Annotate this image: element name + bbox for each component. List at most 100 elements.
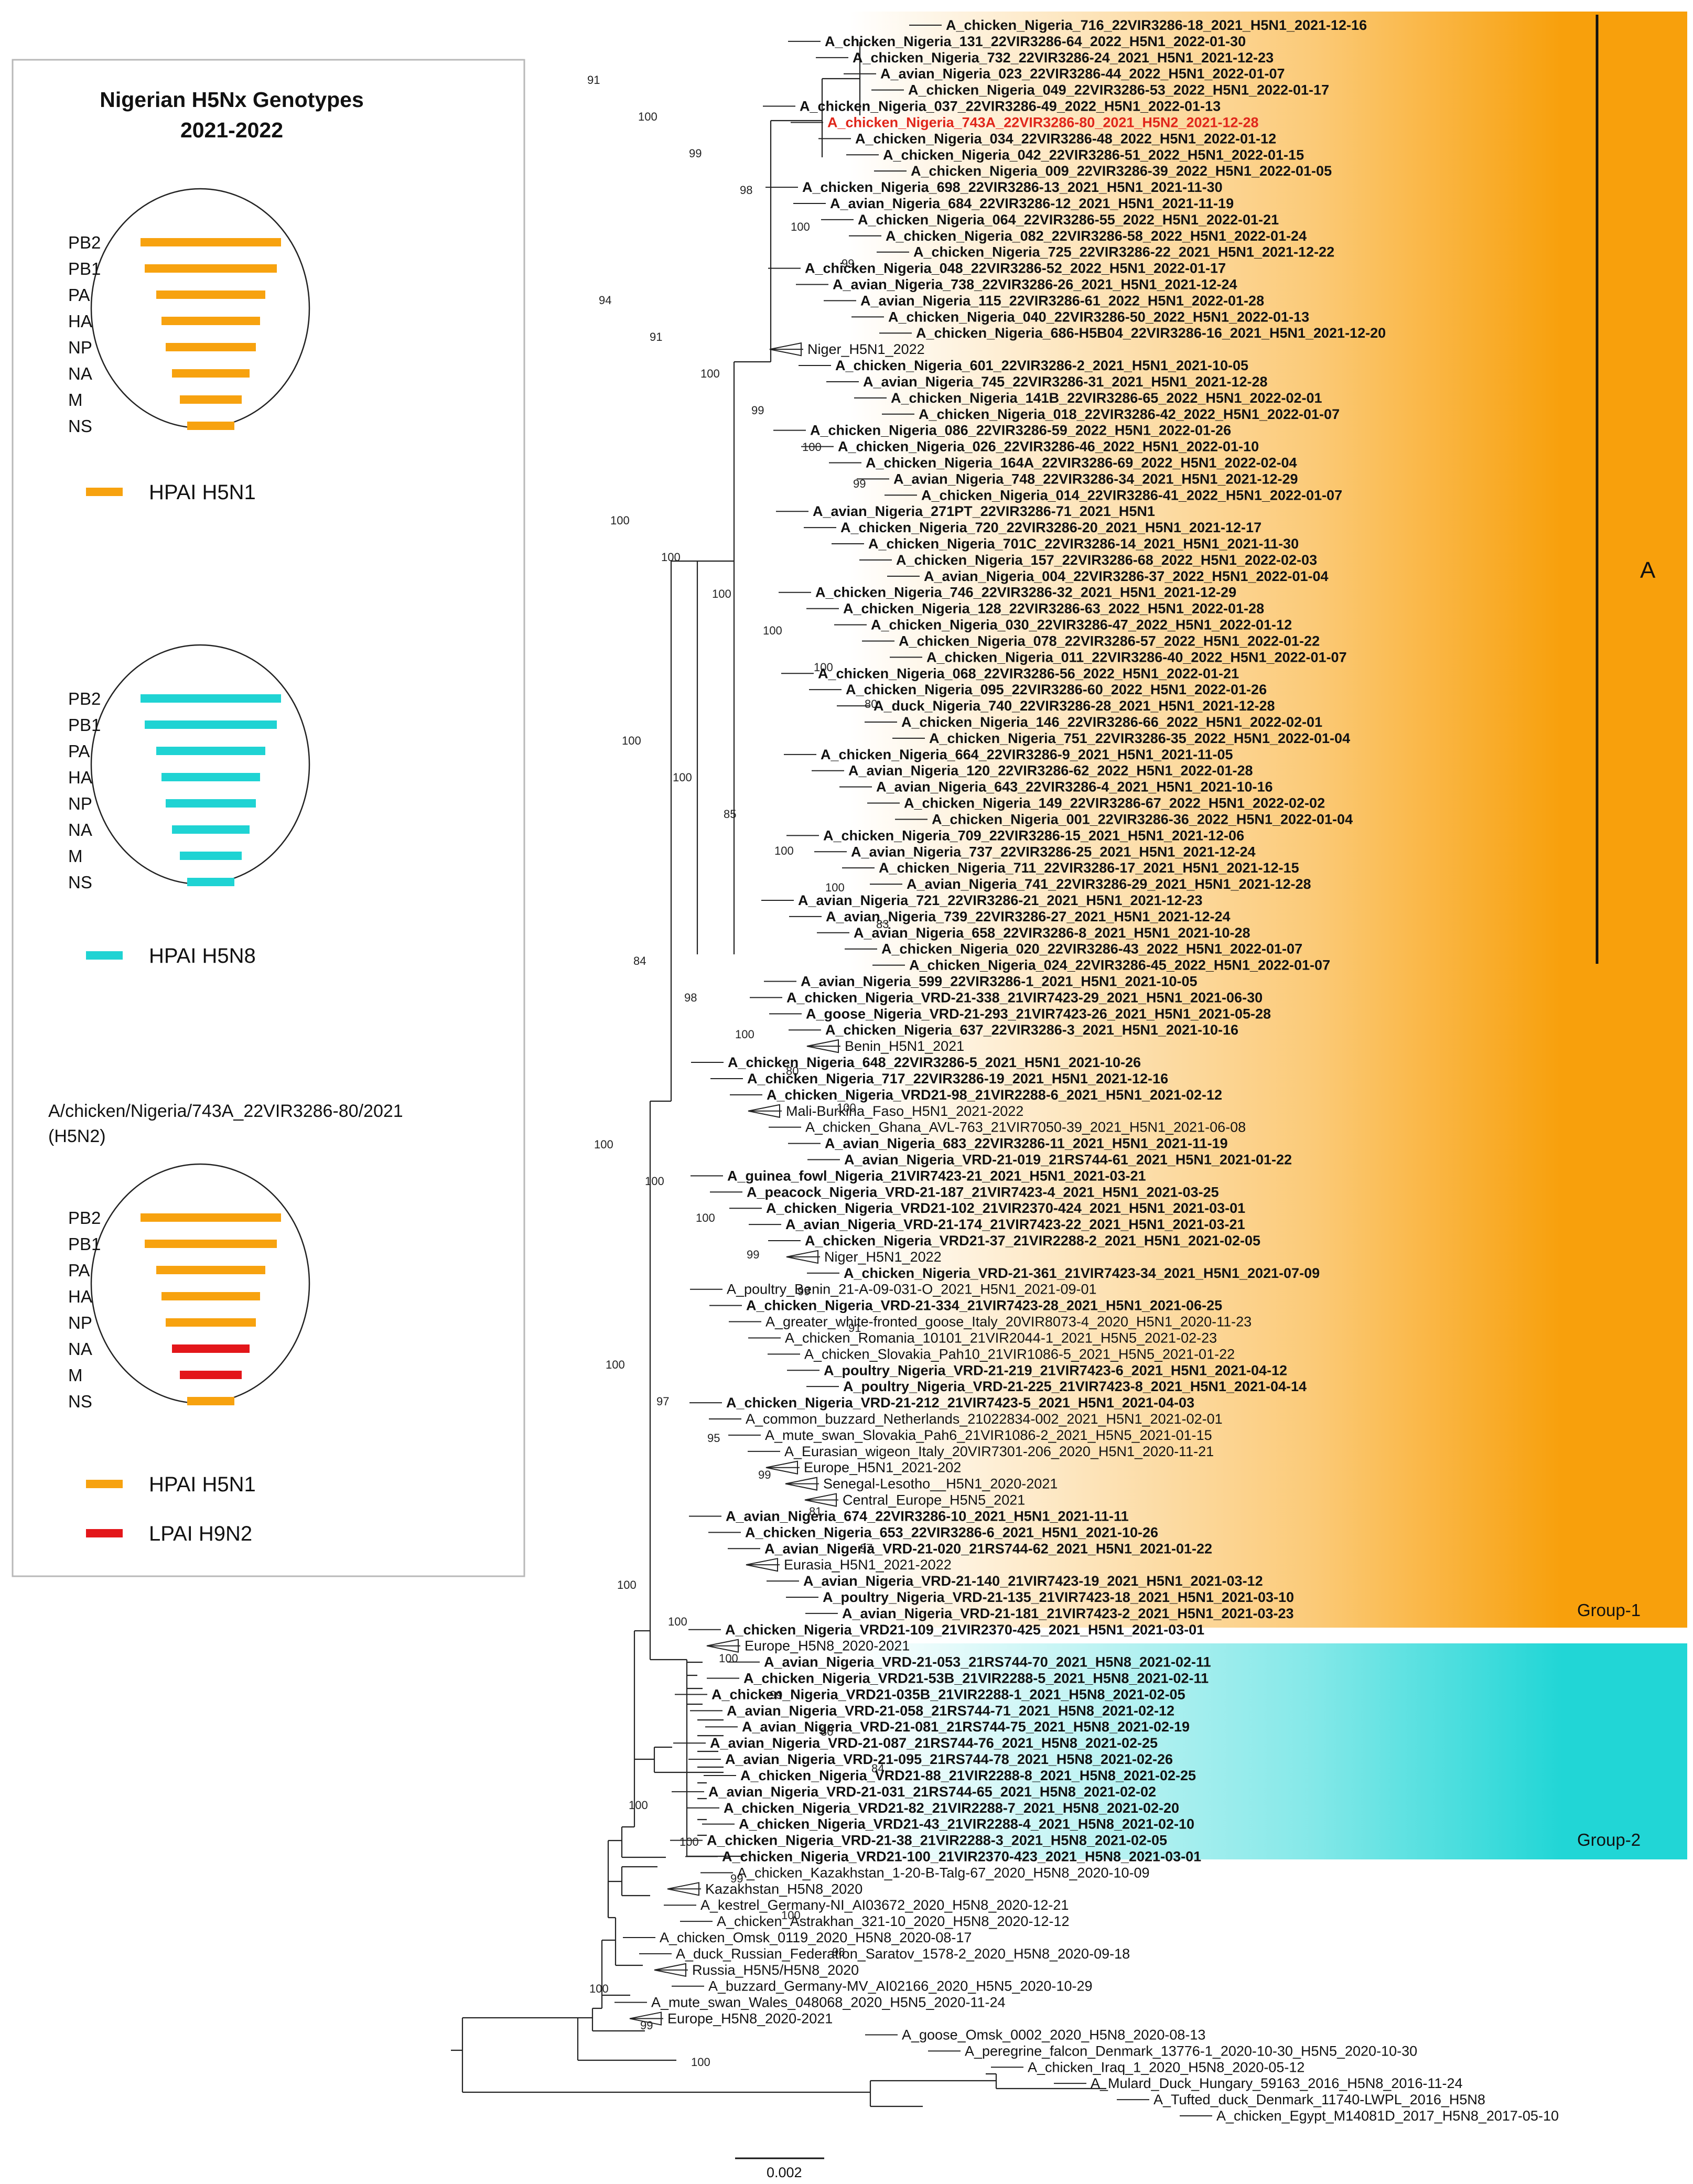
- segment-bar: [156, 1266, 265, 1274]
- tree-leaf-label: A_chicken_Nigeria_664_22VIR3286-9_2021_H…: [821, 747, 1233, 762]
- tree-leaf-label: A_chicken_Nigeria_064_22VIR3286-55_2022_…: [858, 212, 1279, 228]
- tree-leaf-label: A_chicken_Nigeria_VRD-21-338_21VIR7423-2…: [786, 989, 1263, 1005]
- bootstrap-value: 100: [696, 1211, 715, 1224]
- bootstrap-value: 100: [814, 661, 833, 674]
- bootstrap-value: 99: [747, 1248, 759, 1261]
- segment-bar: [145, 720, 277, 729]
- collapsed-clade-triangle: [769, 342, 802, 357]
- tree-leaf-label: A_chicken_Nigeria_011_22VIR3286-40_2022_…: [926, 649, 1347, 665]
- bootstrap-value: 91: [848, 1321, 861, 1335]
- tree-leaf-label: A_avian_Nigeria_VRD-21-140_21VIR7423-19_…: [803, 1573, 1263, 1589]
- bootstrap-value: 81: [809, 1505, 822, 1518]
- bootstrap-value: 85: [724, 808, 736, 821]
- tree-leaf-label: A_chicken_Omsk_0119_2020_H5N8_2020-08-17: [660, 1930, 972, 1945]
- tree-leaf-label: A_chicken_Romania_10101_21VIR2044-1_2021…: [785, 1330, 1217, 1346]
- tree-leaf-label: A_avian_Nigeria_658_22VIR3286-8_2021_H5N…: [854, 925, 1250, 941]
- bootstrap-value: 100: [719, 1652, 738, 1665]
- bootstrap-value: 100: [700, 367, 720, 380]
- tree-leaf-label: A_chicken_Nigeria_751_22VIR3286-35_2022_…: [929, 730, 1350, 746]
- tree-leaf-label: A_avian_Nigeria_VRD-21-081_21RS744-75_20…: [742, 1719, 1190, 1735]
- tree-leaf-label: A_chicken_Nigeria_VRD21-37_21VIR2288-2_2…: [805, 1233, 1260, 1249]
- tree-leaf-label: Niger_H5N1_2022: [824, 1249, 942, 1265]
- tree-leaf-label: A_chicken_Nigeria_037_22VIR3286-49_2022_…: [800, 99, 1221, 114]
- tree-leaf-label: A_chicken_Nigeria_698_22VIR3286-13_2021_…: [802, 179, 1223, 195]
- tree-leaf-label: A_chicken_Nigeria_VRD-21-334_21VIR7423-2…: [746, 1298, 1222, 1314]
- bootstrap-value: 99: [853, 477, 866, 490]
- tree-leaf-label: A_chicken_Nigeria_637_22VIR3286-3_2021_H…: [825, 1022, 1238, 1038]
- segment-bar: [166, 343, 256, 351]
- tree-leaf-label: A_chicken_Nigeria_VRD21-102_21VIR2370-42…: [766, 1200, 1245, 1216]
- tree-leaf-label: A_avian_Nigeria_748_22VIR3286-34_2021_H5…: [893, 471, 1298, 487]
- segment-label: NP: [68, 1313, 92, 1332]
- genotype-caption-subtype: (H5N2): [48, 1126, 106, 1146]
- tree-leaf-label: A_chicken_Nigeria_720_22VIR3286-20_2021_…: [840, 520, 1261, 535]
- legend-key-swatch: [86, 951, 123, 960]
- segment-label: M: [68, 390, 83, 410]
- bootstrap-value: 100: [712, 587, 731, 600]
- bootstrap-value: 100: [763, 624, 782, 637]
- legend-key-label: HPAI H5N8: [149, 944, 256, 967]
- tree-leaf-label: A_avian_Nigeria_741_22VIR3286-29_2021_H5…: [907, 876, 1311, 892]
- bootstrap-value: 91: [587, 73, 600, 87]
- tree-leaf-label: A_chicken_Nigeria_VRD21-43_21VIR2288-4_2…: [739, 1816, 1194, 1832]
- tree-leaf-label: A_chicken_Nigeria_601_22VIR3286-2_2021_H…: [835, 358, 1248, 373]
- tree-leaf-label: Niger_H5N1_2022: [807, 341, 925, 357]
- tree-leaf-label: A_chicken_Nigeria_VRD21-82_21VIR2288-7_2…: [724, 1800, 1179, 1816]
- segment-bar: [166, 799, 256, 808]
- tree-leaf-label: A_avian_Nigeria_VRD-21-087_21RS744-76_20…: [710, 1735, 1158, 1751]
- tree-leaf-label: A_poultry_Nigeria_VRD-21-219_21VIR7423-6…: [824, 1362, 1287, 1378]
- collapsed-clade-triangle: [765, 1460, 798, 1475]
- bootstrap-value: 83: [876, 918, 889, 931]
- tree-leaf-label: A_kestrel_Germany-NI_AI03672_2020_H5N8_2…: [700, 1897, 1069, 1913]
- tree-leaf-label: A_chicken_Nigeria_001_22VIR3286-36_2022_…: [932, 811, 1353, 827]
- tree-leaf-label: A_chicken_Nigeria_068_22VIR3286-56_2022_…: [818, 665, 1239, 681]
- bootstrap-value: 99: [797, 1285, 810, 1298]
- bootstrap-value: 100: [680, 1835, 699, 1848]
- tree-leaf-label: A_avian_Nigeria_VRD-21-058_21RS744-71_20…: [727, 1703, 1174, 1718]
- segment-label: PB2: [68, 1208, 101, 1228]
- tree-leaf-label: A_chicken_Nigeria_034_22VIR3286-48_2022_…: [855, 131, 1276, 146]
- tree-leaf-label: A_chicken_Nigeria_078_22VIR3286-57_2022_…: [899, 633, 1320, 649]
- tree-leaf-label: A_chicken_Nigeria_018_22VIR3286-42_2022_…: [919, 406, 1340, 422]
- tree-leaf-label: A_duck_Russian_Federation_Saratov_1578-2…: [676, 1946, 1130, 1962]
- segment-bar: [141, 238, 281, 246]
- tree-leaf-label: A_avian_Nigeria_271PT_22VIR3286-71_2021_…: [813, 503, 1155, 519]
- segment-bar: [180, 1371, 242, 1379]
- legend-key-label: LPAI H9N2: [149, 1522, 252, 1545]
- bootstrap-value: 100: [622, 734, 641, 747]
- tree-leaf-label: A_avian_Nigeria_674_22VIR3286-10_2021_H5…: [726, 1508, 1129, 1524]
- tree-leaf-label: Benin_H5N1_2021: [845, 1038, 964, 1054]
- collapsed-clade-triangle: [746, 1557, 778, 1572]
- bootstrap-value: 100: [661, 551, 681, 564]
- tree-leaf-label: A_chicken_Ghana_AVL-763_21VIR7050-39_202…: [805, 1120, 1246, 1135]
- segment-label: M: [68, 846, 83, 866]
- segment-bar: [187, 878, 234, 886]
- segment-label: NS: [68, 873, 92, 892]
- tree-leaf-label: Europe_H5N1_2021-202: [804, 1460, 961, 1476]
- tree-leaf-label: A_chicken_Nigeria_VRD-21-38_21VIR2288-3_…: [707, 1833, 1167, 1848]
- tree-leaf-label: A_chicken_Egypt_M14081D_2017_H5N8_2017-0…: [1216, 2108, 1559, 2124]
- tree-leaf-label: A_chicken_Nigeria_042_22VIR3286-51_2022_…: [883, 147, 1304, 163]
- tree-leaf-label: A_chicken_Nigeria_164A_22VIR3286-69_2022…: [866, 455, 1297, 470]
- segment-bar: [172, 369, 250, 378]
- tree-leaf-label: A_avian_Nigeria_VRD-21-020_21RS744-62_20…: [764, 1541, 1212, 1556]
- segment-label: PA: [68, 741, 90, 761]
- legend-key-swatch: [86, 1529, 123, 1537]
- bootstrap-value: 100: [735, 1028, 754, 1041]
- bootstrap-value: 100: [629, 1799, 648, 1812]
- tree-leaf-label: A_peregrine_falcon_Denmark_13776-1_2020-…: [965, 2043, 1417, 2059]
- tree-leaf-label: A_chicken_Nigeria_VRD21-035B_21VIR2288-1…: [711, 1686, 1185, 1702]
- bootstrap-value: 91: [650, 330, 662, 343]
- bootstrap-value: 99: [689, 147, 702, 160]
- tree-branches: [451, 25, 1212, 2116]
- tree-leaf-label: Central_Europe_H5N5_2021: [843, 1492, 1025, 1508]
- segment-bar: [187, 1397, 234, 1405]
- tree-leaf-label: A_avian_Nigeria_683_22VIR3286-11_2021_H5…: [825, 1136, 1228, 1152]
- tree-leaf-label: A_chicken_Nigeria_VRD21-98_21VIR2288-6_2…: [767, 1087, 1222, 1103]
- legend-key-swatch: [86, 1480, 123, 1488]
- tree-leaf-label: Europe_H5N8_2020-2021: [745, 1638, 910, 1654]
- tree-leaf-label: A_buzzard_Germany-MV_AI02166_2020_H5N5_2…: [708, 1978, 1092, 1994]
- tree-leaf-label: A_greater_white-fronted_goose_Italy_20VI…: [765, 1314, 1252, 1330]
- bootstrap-value: 84: [871, 1762, 884, 1775]
- tree-leaf-label: A_Mulard_Duck_Hungary_59163_2016_H5N8_20…: [1091, 2075, 1463, 2091]
